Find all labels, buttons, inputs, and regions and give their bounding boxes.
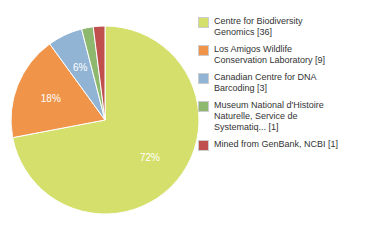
html-text:Centre for Biodiversity: Centre for Biodiversity [214,16,303,26]
html-text:Barcoding [3]: Barcoding [3] [214,83,267,93]
html-text:Genomics [36]: Genomics [36] [214,27,272,37]
html-text:Systematiq... [1]: Systematiq... [1] [214,122,279,132]
svg-text:6%: 6% [73,62,88,73]
html-text:Canadian Centre for DNA: Canadian Centre for DNA [214,72,317,82]
svg-text:18%: 18% [41,93,61,104]
html-text:Conservation Laboratory [9]: Conservation Laboratory [9] [214,55,326,65]
html-text:Naturelle, Service de: Naturelle, Service de [214,111,298,121]
html-text:Museum National d'Histoire: Museum National d'Histoire [214,100,324,110]
html-text:Los Amigos Wildlife: Los Amigos Wildlife [214,44,292,54]
svg-text:72%: 72% [140,152,160,163]
html-text:Mined from GenBank, NCBI [1]: Mined from GenBank, NCBI [1] [214,139,339,149]
